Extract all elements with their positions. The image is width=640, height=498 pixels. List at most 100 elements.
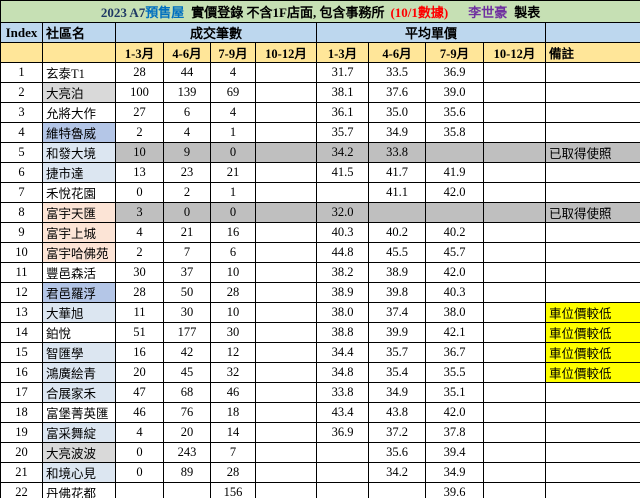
avg-price-cell-q2 bbox=[368, 482, 426, 498]
header-avg-price-group: 平均單價 bbox=[316, 22, 546, 43]
note-cell: 已取得使照 bbox=[544, 202, 640, 223]
row-index-cell: 21 bbox=[0, 462, 43, 483]
deal-count-cell-q3: 28 bbox=[210, 282, 256, 303]
row-index-cell: 4 bbox=[0, 122, 43, 143]
avg-price-cell-q1: 33.8 bbox=[316, 382, 369, 403]
table-row: 10 富宇哈佛苑 2 7 6 44.8 45.5 45.7 bbox=[0, 242, 640, 263]
table-row: 17 合展家禾 47 68 46 33.8 34.9 35.1 bbox=[0, 382, 640, 403]
row-index-cell: 15 bbox=[0, 342, 43, 363]
avg-price-cell-q3: 42.0 bbox=[425, 402, 484, 423]
avg-price-cell-q2: 35.6 bbox=[368, 442, 426, 463]
deal-count-cell-q2: 2 bbox=[163, 182, 211, 203]
row-index-cell: 7 bbox=[0, 182, 43, 203]
title-author: 李世豪 bbox=[468, 5, 508, 20]
table-row: 22 丹佛花都 156 39.6 bbox=[0, 482, 640, 498]
community-name-cell: 豐邑森活 bbox=[42, 262, 116, 283]
deal-count-cell-q2: 30 bbox=[163, 302, 211, 323]
community-name-cell: 和境心見 bbox=[42, 462, 116, 483]
deal-count-cell-q3: 1 bbox=[210, 182, 256, 203]
avg-price-cell-q3: 36.7 bbox=[425, 342, 484, 363]
deal-count-cell-q1: 100 bbox=[115, 82, 164, 103]
table-row: 12 君邑羅浮 28 50 28 38.9 39.8 40.3 bbox=[0, 282, 640, 303]
deal-count-cell-q3: 32 bbox=[210, 362, 256, 383]
deal-count-cell-q3: 10 bbox=[210, 302, 256, 323]
avg-price-cell-q1: 38.2 bbox=[316, 262, 369, 283]
community-name-cell: 禾悅花園 bbox=[42, 182, 116, 203]
row-index-cell: 2 bbox=[0, 82, 43, 103]
deal-count-cell-q2: 9 bbox=[163, 142, 211, 163]
avg-price-cell-q1: 38.9 bbox=[316, 282, 369, 303]
title-made-by: 製表 bbox=[514, 5, 541, 20]
deal-count-cell-q1: 27 bbox=[115, 102, 164, 123]
header-empty bbox=[544, 22, 640, 43]
deal-count-cell-q3: 4 bbox=[210, 102, 256, 123]
community-name-cell: 君邑羅浮 bbox=[42, 282, 116, 303]
avg-price-cell-q1 bbox=[316, 482, 369, 498]
deal-count-cell-q2: 21 bbox=[163, 222, 211, 243]
deal-count-cell-q3: 16 bbox=[210, 222, 256, 243]
deal-quarter-q4: 10-12月 bbox=[255, 42, 317, 63]
deal-count-cell-q2: 4 bbox=[163, 122, 211, 143]
row-index-cell: 17 bbox=[0, 382, 43, 403]
table-row: 3 允將大作 27 6 4 36.1 35.0 35.6 bbox=[0, 102, 640, 123]
note-cell bbox=[544, 282, 640, 303]
subheader-empty-index bbox=[0, 42, 43, 63]
note-cell: 車位價較低 bbox=[544, 302, 640, 323]
data-rows: 1 玄泰T1 28 44 4 31.7 33.5 36.9 2 大亮泊 100 139 69 38.1 37… bbox=[0, 62, 640, 498]
avg-price-cell-q3: 42.0 bbox=[425, 182, 484, 203]
title-row: 2023 A7預售屋 實價登錄 不含1F店面, 包含事務所 (10/1數據) 李世豪製… bbox=[0, 0, 640, 23]
row-index-cell: 11 bbox=[0, 262, 43, 283]
deal-count-cell-q3: 1 bbox=[210, 122, 256, 143]
note-cell bbox=[544, 382, 640, 403]
deal-count-cell-q1: 0 bbox=[115, 182, 164, 203]
price-quarter-q3: 7-9月 bbox=[425, 42, 484, 63]
header-row-groups: Index 社區名 成交筆數 平均單價 bbox=[0, 22, 640, 43]
avg-price-cell-q1: 31.7 bbox=[316, 62, 369, 83]
avg-price-cell-q1: 34.2 bbox=[316, 142, 369, 163]
deal-quarter-q3: 7-9月 bbox=[210, 42, 256, 63]
avg-price-cell-q4 bbox=[483, 302, 546, 323]
deal-count-cell-q3: 12 bbox=[210, 342, 256, 363]
avg-price-cell-q3: 35.1 bbox=[425, 382, 484, 403]
avg-price-cell-q3 bbox=[425, 142, 484, 163]
deal-count-cell-q2: 0 bbox=[163, 202, 211, 223]
deal-count-cell-q1: 28 bbox=[115, 282, 164, 303]
deal-count-cell-q4 bbox=[255, 462, 317, 483]
deal-count-cell-q4 bbox=[255, 102, 317, 123]
avg-price-cell-q3: 42.0 bbox=[425, 262, 484, 283]
community-name-cell: 鴻廣絵青 bbox=[42, 362, 116, 383]
note-cell: 車位價較低 bbox=[544, 362, 640, 383]
deal-count-cell-q1: 47 bbox=[115, 382, 164, 403]
row-index-cell: 20 bbox=[0, 442, 43, 463]
community-name-cell: 鉑悅 bbox=[42, 322, 116, 343]
avg-price-cell-q2: 43.8 bbox=[368, 402, 426, 423]
table-row: 14 鉑悅 51 177 30 38.8 39.9 42.1 車位價較低 bbox=[0, 322, 640, 343]
deal-count-cell-q1 bbox=[115, 482, 164, 498]
avg-price-cell-q1: 38.8 bbox=[316, 322, 369, 343]
row-index-cell: 18 bbox=[0, 402, 43, 423]
deal-count-cell-q4 bbox=[255, 262, 317, 283]
deal-count-cell-q1: 0 bbox=[115, 442, 164, 463]
avg-price-cell-q1: 44.8 bbox=[316, 242, 369, 263]
avg-price-cell-q1: 34.8 bbox=[316, 362, 369, 383]
table-row: 13 大華旭 11 30 10 38.0 37.4 38.0 車位價較低 bbox=[0, 302, 640, 323]
avg-price-cell-q2: 34.9 bbox=[368, 382, 426, 403]
row-index-cell: 3 bbox=[0, 102, 43, 123]
deal-count-cell-q2: 23 bbox=[163, 162, 211, 183]
deal-count-cell-q1: 51 bbox=[115, 322, 164, 343]
avg-price-cell-q2: 35.7 bbox=[368, 342, 426, 363]
avg-price-cell-q3: 40.3 bbox=[425, 282, 484, 303]
row-index-cell: 1 bbox=[0, 62, 43, 83]
table-row: 1 玄泰T1 28 44 4 31.7 33.5 36.9 bbox=[0, 62, 640, 83]
deal-count-cell-q3: 156 bbox=[210, 482, 256, 498]
avg-price-cell-q3: 35.5 bbox=[425, 362, 484, 383]
deal-count-cell-q3: 21 bbox=[210, 162, 256, 183]
row-index-cell: 19 bbox=[0, 422, 43, 443]
deal-count-cell-q1: 46 bbox=[115, 402, 164, 423]
avg-price-cell-q3: 42.1 bbox=[425, 322, 484, 343]
deal-count-cell-q1: 13 bbox=[115, 162, 164, 183]
community-name-cell: 富堡菁英匯 bbox=[42, 402, 116, 423]
table-row: 9 富宇上城 4 21 16 40.3 40.2 40.2 bbox=[0, 222, 640, 243]
